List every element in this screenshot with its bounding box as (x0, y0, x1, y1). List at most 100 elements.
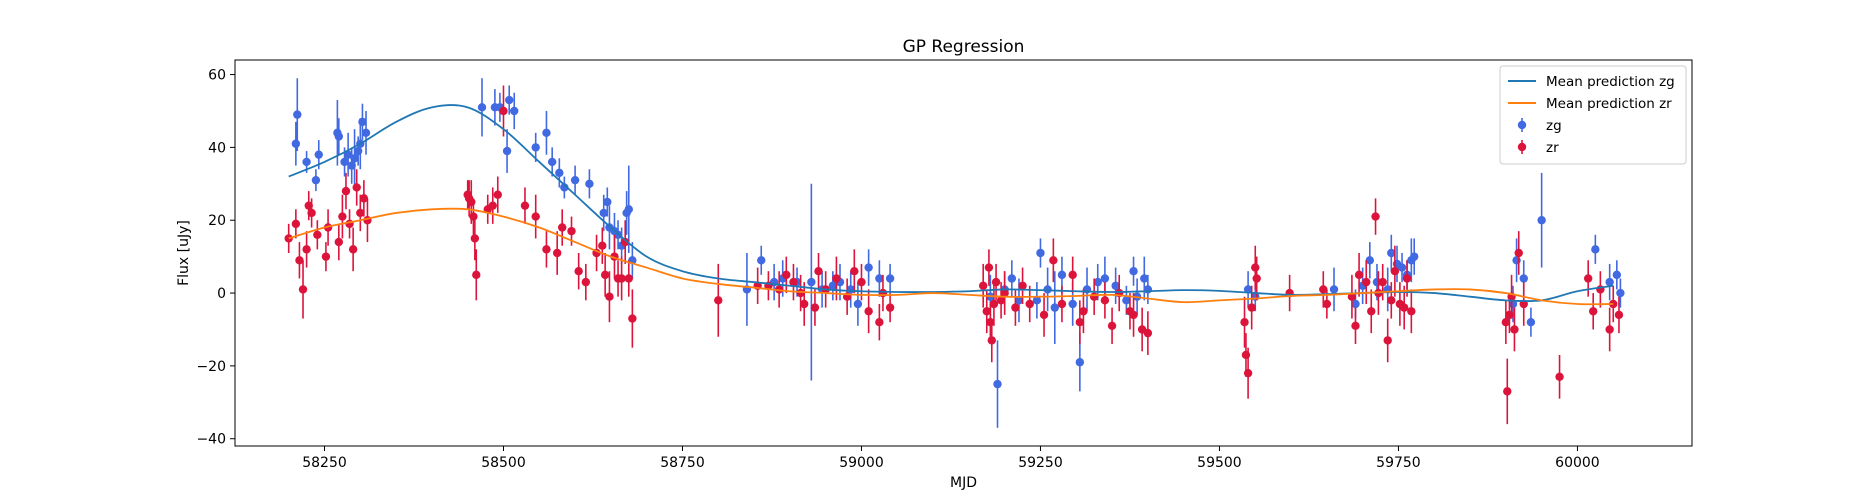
data-point (350, 154, 359, 163)
data-point (1057, 270, 1067, 280)
data-point (996, 296, 1006, 305)
data-point (1039, 310, 1049, 320)
data-point (311, 175, 321, 185)
data-point (978, 281, 988, 290)
data-point (547, 157, 557, 167)
data-point (850, 267, 859, 276)
data-point (1243, 285, 1253, 294)
data-point (542, 128, 551, 138)
data-point (1390, 267, 1400, 276)
data-point (567, 226, 576, 236)
plot-marks (284, 78, 1625, 428)
data-point (1140, 274, 1149, 283)
data-point (1036, 248, 1045, 258)
data-point (291, 139, 301, 148)
data-point (1378, 277, 1387, 287)
data-point (1402, 274, 1412, 283)
data-point (1093, 277, 1102, 287)
x-tick-label: 59500 (1197, 455, 1242, 471)
data-point (1329, 285, 1339, 294)
data-point (605, 292, 614, 301)
data-point (555, 168, 564, 178)
data-point (302, 157, 311, 167)
legend-label: Mean prediction zg (1546, 74, 1675, 90)
data-point (1407, 307, 1416, 316)
data-point (1000, 288, 1009, 298)
data-point (291, 219, 301, 229)
data-point (1583, 274, 1593, 283)
data-point (560, 183, 569, 192)
data-point (982, 307, 991, 316)
data-point (1605, 277, 1614, 287)
x-tick-label: 60000 (1555, 455, 1600, 471)
data-point (1351, 321, 1360, 331)
data-point (298, 285, 308, 294)
data-point (1240, 317, 1249, 327)
data-point (570, 175, 580, 185)
data-point (313, 230, 322, 239)
data-point (531, 143, 540, 152)
data-point (1068, 270, 1077, 280)
data-point (1383, 336, 1392, 345)
data-point (321, 252, 331, 261)
x-tick-label: 59750 (1376, 455, 1421, 471)
data-point (1588, 307, 1598, 316)
data-point (510, 106, 519, 116)
data-point (1032, 296, 1042, 305)
data-point (875, 274, 884, 283)
data-point (552, 248, 562, 258)
data-point (1050, 303, 1059, 312)
data-point (1122, 296, 1131, 305)
data-point (581, 277, 591, 287)
data-point (359, 194, 369, 203)
legend-marker-swatch (1517, 142, 1527, 152)
data-point (1007, 274, 1017, 283)
data-point (307, 208, 316, 218)
data-point (1075, 358, 1085, 367)
data-point (1025, 299, 1034, 309)
data-point (334, 237, 344, 247)
data-point (1609, 299, 1618, 309)
data-point (1143, 328, 1153, 338)
data-point (617, 274, 626, 283)
y-tick-label: 60 (208, 68, 226, 84)
axes-frame (234, 59, 1693, 447)
axis-ticks: 58250 58500 58750 59000 59250 59500 59750 60000… (196, 68, 1599, 471)
data-point (338, 212, 347, 221)
data-point (799, 299, 809, 309)
data-point (470, 234, 480, 243)
data-point (864, 263, 873, 272)
data-point (1011, 303, 1020, 312)
mean-line-zr (288, 207, 1614, 306)
series-zr (284, 85, 1624, 425)
data-point (603, 197, 612, 207)
data-point (1322, 299, 1332, 309)
data-point (1018, 281, 1027, 290)
data-point (807, 277, 816, 287)
data-point (293, 110, 302, 119)
data-point (557, 223, 567, 232)
data-point (1143, 285, 1153, 294)
data-point (531, 212, 540, 221)
data-point (857, 277, 866, 287)
data-point (984, 263, 994, 272)
data-point (1397, 263, 1407, 272)
data-point (493, 190, 502, 199)
data-point (828, 281, 838, 290)
y-tick-label: 20 (208, 213, 226, 229)
data-point (885, 274, 895, 283)
y-axis-label: Flux [uJy] (176, 220, 192, 286)
y-tick-label: −20 (196, 359, 226, 375)
data-point (832, 274, 841, 283)
data-point (987, 336, 996, 345)
data-point (875, 317, 884, 327)
data-point (520, 201, 530, 210)
data-point (1100, 296, 1110, 305)
data-point (1100, 274, 1110, 283)
data-point (1591, 245, 1600, 254)
data-point (1362, 277, 1371, 287)
data-point (624, 205, 633, 214)
data-point (334, 132, 344, 141)
data-point (1079, 307, 1088, 316)
